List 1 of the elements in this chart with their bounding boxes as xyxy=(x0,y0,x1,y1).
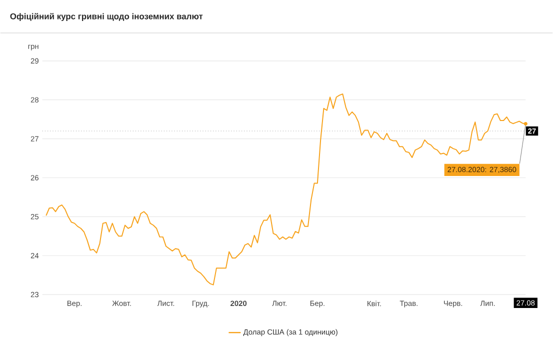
chart-title: Офіційний курс гривні щодо іноземних валют xyxy=(10,12,203,21)
